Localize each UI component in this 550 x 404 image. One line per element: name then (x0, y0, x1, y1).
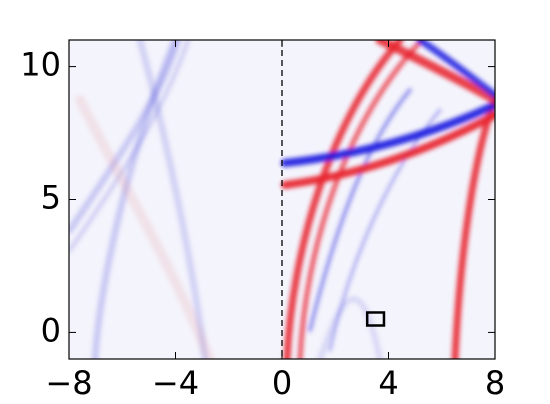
wave-band (297, 40, 425, 359)
wave-band (281, 101, 495, 167)
wave-field (69, 40, 495, 359)
y-tick-label: 0 (41, 311, 61, 349)
x-tick-label: 8 (485, 364, 505, 400)
x-tick-label: 0 (272, 364, 292, 400)
x-tick-label: −4 (152, 364, 199, 400)
x-tick-label: 4 (378, 364, 398, 400)
wave-band (75, 95, 215, 359)
y-tick-label: 10 (20, 46, 61, 84)
wave-band (416, 40, 495, 99)
marker-box (365, 311, 386, 327)
wave-band (283, 40, 404, 359)
wave-band (281, 111, 495, 189)
x-tick-label: −8 (45, 364, 92, 400)
wave-band (317, 296, 383, 359)
wave-band (91, 40, 179, 359)
wave-band (308, 88, 412, 332)
y-tick-label: 5 (41, 179, 61, 217)
wave-band (375, 40, 495, 105)
wave-band (69, 40, 182, 234)
